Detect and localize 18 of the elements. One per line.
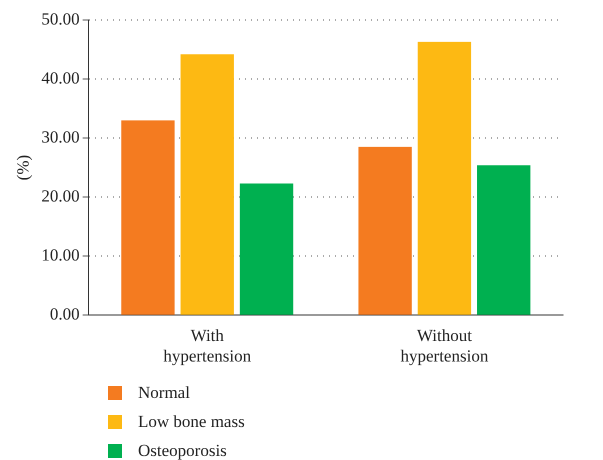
x-tick-label: With hypertension (163, 326, 252, 366)
bar (240, 184, 294, 315)
bar (358, 146, 412, 315)
legend-label: Normal (138, 382, 190, 402)
legend-label: Osteoporosis (138, 440, 227, 460)
y-tick-label: 20.00 (41, 186, 80, 206)
bar (180, 54, 234, 315)
legend-label: Low bone mass (138, 412, 245, 432)
y-axis-title: (%) (14, 154, 33, 180)
y-tick-label: 10.00 (41, 246, 80, 265)
y-tick-label: 40.00 (41, 68, 80, 88)
y-tick-label: 30.00 (41, 128, 80, 147)
bar (121, 120, 175, 315)
y-tick-label: 50.00 (41, 9, 80, 28)
bar (418, 42, 472, 315)
bar (477, 165, 530, 315)
y-tick-label: 0.00 (50, 304, 80, 324)
x-tick-label: Without hypertension (400, 326, 489, 366)
